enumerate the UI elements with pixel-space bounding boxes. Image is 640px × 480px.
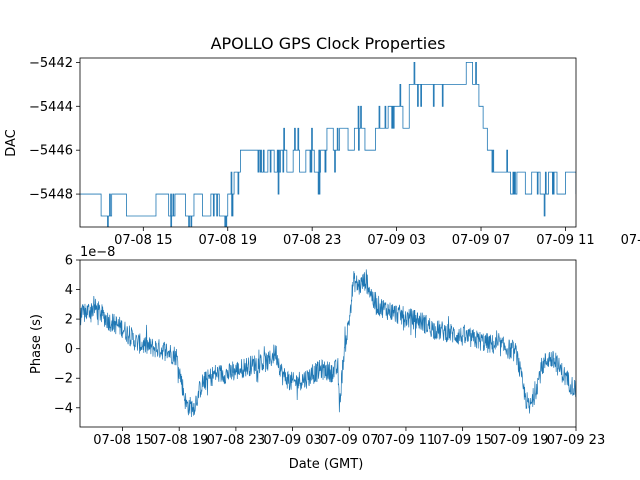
dac-panel: APOLLO GPS Clock Properties 07-08 15 07-0… bbox=[4, 34, 640, 248]
phase-x-tick-label: 07-09 03 bbox=[263, 433, 321, 448]
dac-x-tick-label: 07-08 23 bbox=[283, 233, 341, 248]
dac-y-tick-label: −5446 bbox=[29, 144, 73, 159]
phase-y-tick-label: 4 bbox=[65, 283, 73, 298]
dac-x-tick-label: 07-09 11 bbox=[536, 233, 594, 248]
phase-y-tick-label: −4 bbox=[54, 401, 73, 416]
dac-x-tick-label: 07-09 15 bbox=[621, 233, 640, 248]
dac-x-ticks: 07-08 15 07-08 19 07-08 23 07-09 03 07-09 07… bbox=[114, 227, 640, 248]
dac-y-tick-label: −5442 bbox=[29, 56, 73, 71]
phase-plot-area bbox=[80, 269, 576, 417]
dac-y-tick-label: −5444 bbox=[29, 100, 73, 115]
dac-axes-frame bbox=[79, 57, 577, 228]
phase-y-ticks: −4 −2 0 2 4 6 bbox=[54, 254, 80, 416]
dac-x-tick-label: 07-08 15 bbox=[114, 233, 172, 248]
phase-x-tick-label: 07-09 07 bbox=[320, 433, 378, 448]
phase-x-tick-label: 07-09 23 bbox=[547, 433, 605, 448]
phase-x-axis-label: Date (GMT) bbox=[289, 457, 364, 472]
phase-x-tick-label: 07-08 23 bbox=[207, 433, 265, 448]
dac-y-ticks: −5448 −5446 −5444 −5442 bbox=[29, 56, 80, 203]
dac-plot-area bbox=[80, 61, 576, 227]
phase-x-tick-label: 07-09 15 bbox=[433, 433, 491, 448]
dac-y-axis-label: DAC bbox=[4, 129, 19, 157]
chart-title: APOLLO GPS Clock Properties bbox=[211, 34, 446, 53]
phase-y-tick-label: 2 bbox=[65, 313, 73, 328]
phase-axes-frame bbox=[79, 259, 577, 428]
phase-y-tick-label: −2 bbox=[54, 372, 73, 387]
phase-y-axis-label: Phase (s) bbox=[29, 314, 44, 374]
dac-y-tick-label: −5448 bbox=[29, 188, 73, 203]
dac-x-tick-label: 07-08 19 bbox=[199, 233, 257, 248]
phase-series-line bbox=[80, 269, 576, 417]
phase-y-tick-label: 0 bbox=[65, 342, 73, 357]
phase-offset-text: 1e−8 bbox=[80, 245, 115, 260]
phase-x-tick-label: 07-09 11 bbox=[377, 433, 435, 448]
phase-x-tick-label: 07-08 19 bbox=[150, 433, 208, 448]
phase-y-tick-label: 6 bbox=[65, 254, 73, 269]
dac-series-line bbox=[80, 61, 576, 227]
dac-x-tick-label: 07-09 03 bbox=[367, 233, 425, 248]
dac-x-tick-label: 07-09 07 bbox=[452, 233, 510, 248]
phase-x-tick-label: 07-09 19 bbox=[490, 433, 548, 448]
phase-x-tick-label: 07-08 15 bbox=[93, 433, 151, 448]
